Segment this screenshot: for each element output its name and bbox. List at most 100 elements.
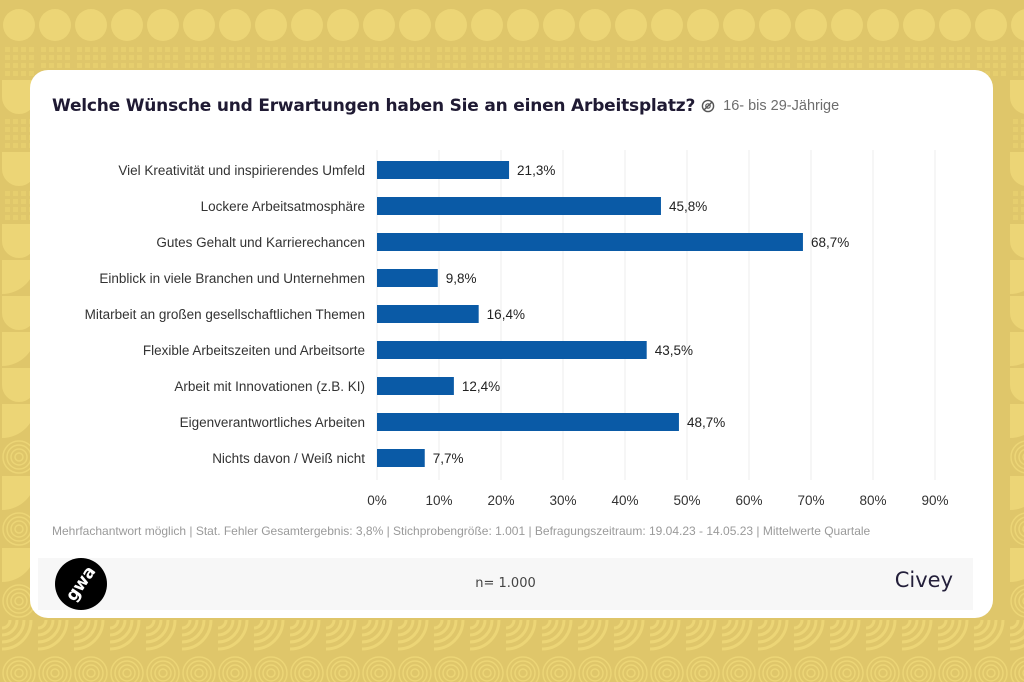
pattern-shape — [793, 619, 825, 651]
pattern-shape — [397, 619, 415, 637]
pattern-shape — [757, 619, 782, 644]
pattern-shape — [365, 63, 370, 68]
pattern-shape — [373, 55, 378, 60]
pattern-shape — [1, 619, 33, 651]
pattern-shape — [433, 619, 444, 630]
pattern-shape — [1013, 191, 1018, 196]
pattern-shape — [949, 55, 954, 60]
pattern-shape — [545, 55, 550, 60]
pattern-shape — [741, 63, 746, 68]
pattern-shape — [329, 47, 334, 52]
pattern-shape — [697, 55, 702, 60]
bar[interactable] — [377, 377, 454, 395]
pattern-shape — [726, 660, 752, 682]
pattern-shape — [230, 668, 240, 678]
pattern-shape — [1021, 119, 1024, 124]
pattern-shape — [37, 619, 62, 644]
pattern-shape — [345, 47, 350, 52]
pattern-shape — [229, 63, 234, 68]
pattern-shape — [761, 55, 766, 60]
sample-size: n= 1.000 — [475, 576, 536, 591]
pattern-shape — [777, 55, 782, 60]
pattern-shape — [442, 664, 460, 682]
pattern-shape — [857, 55, 862, 60]
pattern-shape — [73, 619, 84, 630]
pattern-shape — [409, 47, 414, 52]
pattern-shape — [262, 664, 280, 682]
pattern-shape — [497, 55, 502, 60]
pattern-shape — [721, 619, 739, 637]
pattern-shape — [229, 55, 234, 60]
pattern-shape — [13, 71, 18, 76]
pattern-shape — [686, 656, 720, 682]
pattern-shape — [253, 619, 278, 644]
bar[interactable] — [377, 161, 510, 179]
pattern-shape — [849, 63, 854, 68]
pattern-shape — [877, 55, 882, 60]
bar[interactable] — [377, 233, 803, 251]
pattern-shape — [725, 47, 730, 52]
pattern-shape — [482, 668, 492, 678]
pattern-shape — [374, 668, 384, 678]
x-tick-label: 40% — [611, 493, 638, 508]
pattern-shape — [145, 619, 156, 630]
pattern-shape — [687, 9, 719, 41]
bar[interactable] — [377, 413, 679, 431]
bar[interactable] — [377, 449, 425, 467]
pattern-shape — [653, 63, 658, 68]
pattern-shape — [257, 47, 262, 52]
pattern-shape — [39, 9, 71, 41]
pattern-shape — [705, 47, 710, 52]
bar[interactable] — [377, 197, 661, 215]
pattern-shape — [669, 47, 674, 52]
pattern-shape — [993, 63, 998, 68]
pattern-shape — [82, 664, 100, 682]
pattern-shape — [397, 619, 422, 644]
pattern-shape — [533, 47, 538, 52]
pattern-shape — [291, 9, 323, 41]
pattern-shape — [849, 47, 854, 52]
pattern-shape — [1001, 47, 1006, 52]
pattern-shape — [353, 55, 358, 60]
pattern-shape — [425, 55, 430, 60]
pattern-shape — [885, 63, 890, 68]
bar[interactable] — [377, 269, 438, 287]
pattern-shape — [654, 660, 680, 682]
pattern-shape — [942, 660, 968, 682]
pattern-shape — [190, 664, 208, 682]
pattern-shape — [641, 63, 646, 68]
pattern-shape — [721, 619, 732, 630]
pattern-shape — [361, 619, 379, 637]
pattern-shape — [1010, 440, 1024, 474]
pattern-shape — [49, 63, 54, 68]
pattern-shape — [254, 656, 288, 682]
pattern-shape — [569, 47, 574, 52]
pattern-shape — [165, 63, 170, 68]
pattern-shape — [509, 47, 514, 52]
pattern-shape — [541, 619, 552, 630]
pattern-shape — [975, 9, 1007, 41]
pattern-shape — [437, 55, 442, 60]
pattern-shape — [658, 664, 676, 682]
pattern-shape — [145, 619, 163, 637]
pattern-shape — [605, 47, 610, 52]
pattern-shape — [770, 668, 780, 678]
pattern-shape — [769, 55, 774, 60]
pattern-shape — [337, 63, 342, 68]
pattern-shape — [399, 9, 431, 41]
pattern-shape — [293, 47, 298, 52]
pattern-shape — [326, 656, 360, 682]
pattern-shape — [473, 47, 478, 52]
pattern-shape — [785, 63, 790, 68]
pattern-shape — [893, 63, 898, 68]
pattern-shape — [1013, 71, 1018, 76]
pattern-shape — [685, 619, 717, 651]
pattern-shape — [993, 47, 998, 52]
bar[interactable] — [377, 341, 647, 359]
filter-circle-icon[interactable] — [701, 99, 715, 113]
methodology-note: Mehrfachantwort möglich | Stat. Fehler G… — [52, 524, 871, 538]
bar[interactable] — [377, 305, 479, 323]
pattern-shape — [705, 63, 710, 68]
pattern-shape — [209, 63, 214, 68]
pattern-shape — [181, 619, 213, 651]
